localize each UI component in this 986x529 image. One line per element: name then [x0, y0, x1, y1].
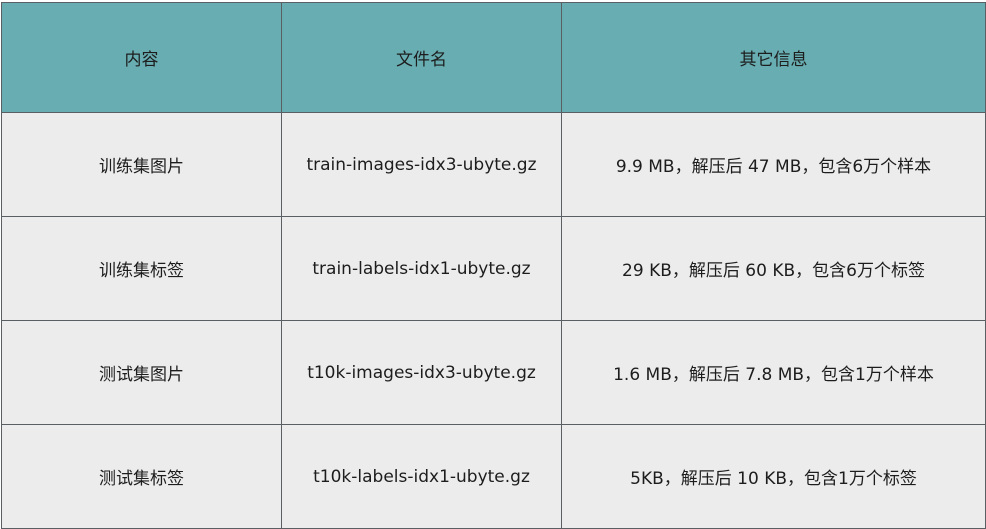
cell-content: 训练集标签 [1, 216, 282, 321]
table-row: 测试集图片 t10k-images-idx3-ubyte.gz 1.6 MB，解… [1, 320, 986, 425]
table-row: 训练集标签 train-labels-idx1-ubyte.gz 29 KB，解… [1, 216, 986, 321]
cell-info: 29 KB，解压后 60 KB，包含6万个标签 [561, 216, 986, 321]
header-filename: 文件名 [281, 2, 562, 113]
header-row: 内容 文件名 其它信息 [1, 2, 986, 113]
cell-info: 9.9 MB，解压后 47 MB，包含6万个样本 [561, 112, 986, 217]
header-content: 内容 [1, 2, 282, 113]
table-row: 训练集图片 train-images-idx3-ubyte.gz 9.9 MB，… [1, 112, 986, 217]
cell-filename: train-labels-idx1-ubyte.gz [281, 216, 562, 321]
cell-content: 测试集标签 [1, 424, 282, 529]
cell-filename: t10k-images-idx3-ubyte.gz [281, 320, 562, 425]
table-row: 测试集标签 t10k-labels-idx1-ubyte.gz 5KB，解压后 … [1, 424, 986, 529]
cell-content: 训练集图片 [1, 112, 282, 217]
cell-filename: train-images-idx3-ubyte.gz [281, 112, 562, 217]
cell-filename: t10k-labels-idx1-ubyte.gz [281, 424, 562, 529]
cell-info: 1.6 MB，解压后 7.8 MB，包含1万个样本 [561, 320, 986, 425]
cell-info: 5KB，解压后 10 KB，包含1万个标签 [561, 424, 986, 529]
header-info: 其它信息 [561, 2, 986, 113]
cell-content: 测试集图片 [1, 320, 282, 425]
